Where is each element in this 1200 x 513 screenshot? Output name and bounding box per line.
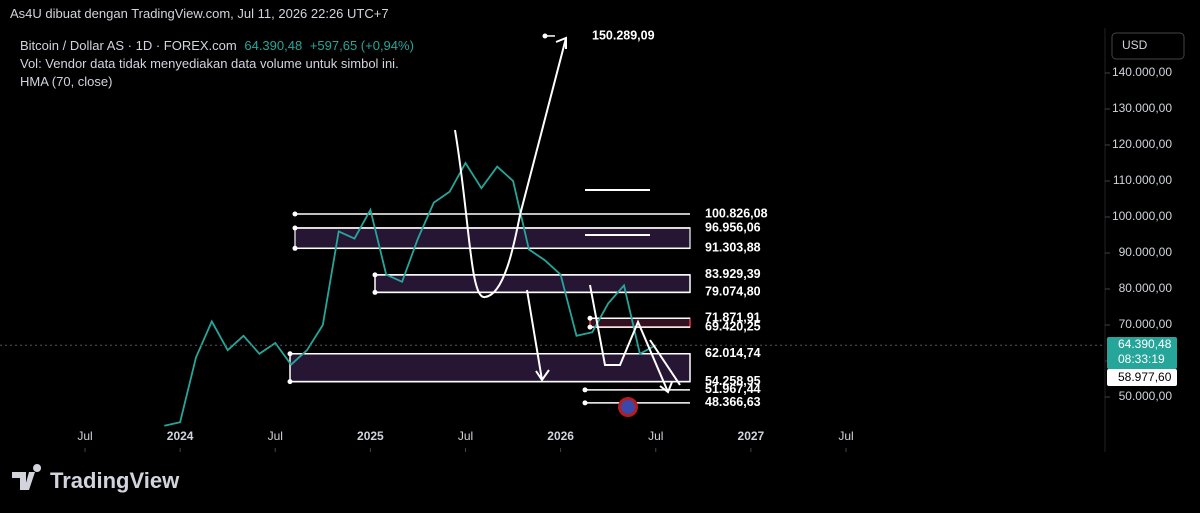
marker-box [1107, 369, 1177, 386]
byline: As4U dibuat dengan TradingView.com, Jul … [10, 6, 389, 21]
y-tick-label: 50.000,00 [1119, 389, 1173, 403]
y-tick-label: 70.000,00 [1119, 317, 1173, 331]
level-label: 79.074,80 [705, 285, 761, 299]
y-tick-label: 100.000,00 [1112, 209, 1172, 223]
change: +597,65 (+0,94%) [309, 38, 414, 53]
plot: 50.000,0060.000,0070.000,0080.000,0090.0… [0, 28, 1172, 452]
level-anchor [292, 211, 298, 217]
x-tick-label: 2024 [167, 429, 194, 443]
arrow-path [454, 37, 567, 298]
x-tick-label: Jul [648, 429, 663, 443]
current-price-box [1107, 337, 1177, 369]
currency: USD [1122, 38, 1148, 52]
symbol: Bitcoin / Dollar AS · 1D · FOREX.com [20, 38, 237, 53]
level-anchor [372, 289, 378, 295]
y-tick-label: 90.000,00 [1119, 245, 1173, 259]
y-tick-label: 120.000,00 [1112, 137, 1172, 151]
annotations [454, 36, 681, 394]
price-line [164, 161, 657, 427]
currency-button[interactable] [1111, 32, 1185, 60]
x-tick-label: 2026 [547, 429, 574, 443]
level-anchor [587, 324, 593, 330]
level-label: 83.929,39 [705, 267, 761, 281]
level-anchor [587, 315, 593, 321]
level-label: 48.366,63 [705, 395, 761, 409]
arrow-zigzag [589, 284, 673, 394]
level-anchor [582, 400, 588, 406]
y-tick-label: 110.000,00 [1113, 173, 1172, 187]
logo-icon [12, 464, 42, 490]
level-anchor [287, 351, 293, 357]
volume-note: Vol: Vendor data tidak menyediakan data … [20, 56, 399, 71]
level-anchor [372, 272, 378, 278]
y-tick-label: 140.000,00 [1112, 65, 1172, 79]
x-tick-label: Jul [838, 429, 853, 443]
y-tick-label: 130.000,00 [1112, 101, 1172, 115]
zone [374, 274, 691, 294]
x-tick-label: Jul [458, 429, 473, 443]
logo: TradingView [12, 464, 180, 493]
indicator: HMA (70, close) [20, 74, 113, 89]
x-tick-label: 2027 [738, 429, 765, 443]
brand: TradingView [50, 468, 180, 493]
level-label: 91.303,88 [705, 241, 761, 255]
level-anchor [287, 379, 293, 385]
arrow-head [555, 36, 567, 49]
level-anchor [292, 225, 298, 231]
level-anchor [542, 33, 548, 39]
level-label: 71.871,91 [705, 311, 761, 325]
level-label: 69.420,25 [705, 319, 761, 333]
y-tick-label: 80.000,00 [1119, 281, 1173, 295]
event-icon-inner [621, 400, 635, 414]
x-tick-label: Jul [268, 429, 283, 443]
level-anchor [292, 245, 298, 251]
current-price: 64.390,48 [1118, 337, 1172, 351]
level-label: 54.258,95 [705, 374, 761, 388]
zone [289, 352, 691, 383]
symbol-line: Bitcoin / Dollar AS · 1D · FOREX.com 64.… [20, 38, 414, 53]
arrow-stroke [649, 339, 681, 386]
level-label: 51.967,44 [705, 382, 761, 396]
level-anchor [582, 387, 588, 393]
level-label: 150.289,09 [592, 28, 655, 42]
level-label: 62.014,74 [705, 346, 761, 360]
level-label: 96.956,06 [705, 220, 761, 234]
level-label: 100.826,08 [705, 206, 768, 220]
price: 64.390,48 [244, 38, 303, 53]
x-tick-label: Jul [77, 429, 92, 443]
arrow-down [526, 289, 550, 382]
x-tick-label: 2025 [357, 429, 384, 443]
marker-price: 58.977,60 [1118, 370, 1172, 384]
countdown: 08:33:19 [1118, 352, 1165, 366]
